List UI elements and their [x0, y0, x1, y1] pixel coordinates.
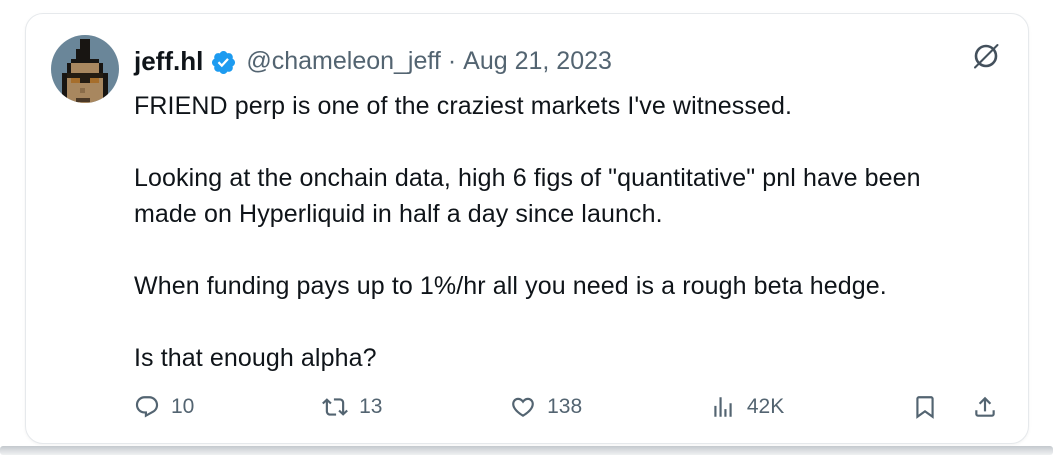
- bookmark-icon: [912, 394, 938, 420]
- repost-icon: [322, 394, 348, 420]
- reply-icon: [134, 394, 160, 420]
- heart-icon: [510, 394, 536, 420]
- reply-count: 10: [171, 395, 195, 418]
- tweet-text: FRIEND perp is one of the craziest marke…: [134, 92, 921, 372]
- bookmark-button[interactable]: [912, 394, 938, 420]
- verified-badge-icon: [210, 49, 237, 76]
- repost-button[interactable]: 13: [322, 394, 382, 420]
- author-name[interactable]: jeff.hl: [134, 46, 204, 76]
- like-button[interactable]: 138: [510, 394, 582, 420]
- tweet-header: jeff.hl @chameleon_jeff · Aug 21, 2023: [134, 44, 1006, 78]
- avatar-pixel-grid: [53, 39, 117, 103]
- tweet-card: jeff.hl @chameleon_jeff · Aug 21, 2023 F…: [25, 13, 1029, 444]
- repost-count: 13: [359, 395, 383, 418]
- meta-separator: ·: [447, 47, 457, 75]
- avatar[interactable]: [51, 35, 119, 103]
- views-count: 42K: [746, 395, 785, 418]
- next-card-top-edge: [0, 446, 1053, 455]
- engagement-bar: 10 13 138 42K: [134, 390, 998, 424]
- tweet-date[interactable]: Aug 21, 2023: [463, 47, 612, 75]
- share-button[interactable]: [972, 394, 998, 420]
- bar-chart-icon: [710, 394, 736, 420]
- author-handle[interactable]: @chameleon_jeff: [246, 47, 441, 75]
- like-count: 138: [547, 395, 583, 418]
- empty-set-icon: [968, 44, 1004, 77]
- empty-set-icon-button[interactable]: [968, 38, 1004, 74]
- tweet-content: jeff.hl @chameleon_jeff · Aug 21, 2023 F…: [134, 44, 1006, 376]
- reply-button[interactable]: 10: [134, 394, 194, 420]
- action-right-group: [912, 394, 998, 420]
- share-icon: [972, 394, 998, 420]
- views-button[interactable]: 42K: [710, 394, 784, 420]
